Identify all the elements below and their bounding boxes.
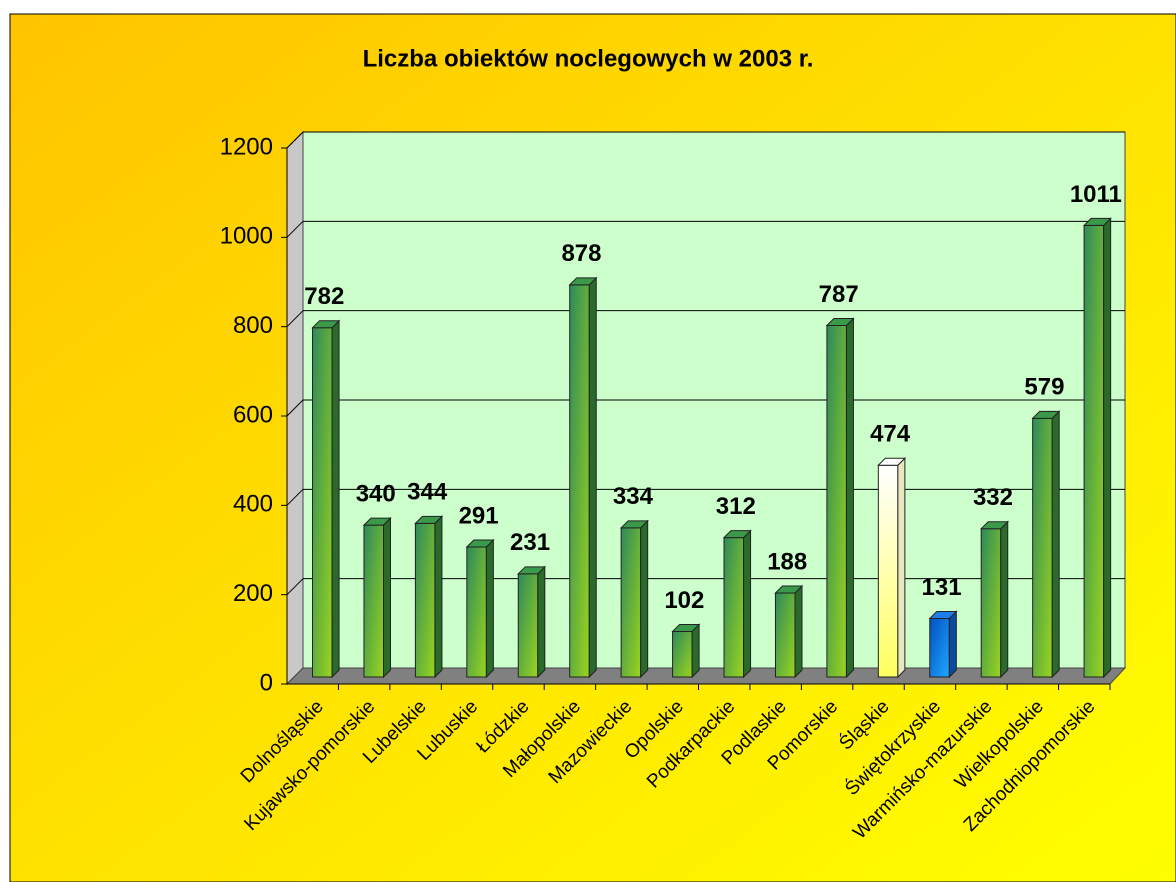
value-label: 188 [767,548,807,575]
bar [466,546,487,678]
value-label: 782 [304,283,344,310]
bar-top [311,320,341,329]
bar-side [640,519,649,679]
bar [312,327,333,678]
bar [569,284,590,678]
bar-side [537,565,546,679]
grid-line [286,488,304,506]
bar-top [825,317,855,326]
bar-side [383,516,392,679]
bar [723,537,745,678]
bar-top [414,515,444,524]
y-tick-label: 600 [233,401,273,428]
bar-side [1000,520,1009,679]
bar-top [517,566,547,575]
y-tick-label: 800 [233,312,273,339]
value-label: 878 [561,240,601,267]
bar-top [1031,410,1061,419]
bar-top [619,520,649,529]
bar-top [465,539,495,548]
value-label: 332 [973,484,1013,511]
grid-line [286,310,304,328]
bar-side [331,319,340,679]
bar-top [774,585,804,594]
grid-line [286,399,304,417]
value-label: 340 [356,480,396,507]
value-label: 334 [613,483,654,510]
bar [517,573,539,678]
bar-top [928,610,958,619]
value-label: 344 [407,479,448,506]
bar-side [485,538,494,679]
bar [826,324,847,678]
grid-line [286,220,304,238]
value-label: 312 [716,493,756,520]
y-tick-label: 200 [233,580,273,607]
bar [620,527,642,678]
y-tick-label: 1200 [220,133,273,160]
bar-top [671,623,701,632]
bar-top [877,457,907,466]
bar [774,592,796,678]
value-label: 579 [1024,374,1064,401]
value-label: 291 [459,502,499,529]
bar-side [948,610,957,679]
bar [363,524,385,678]
bar [1083,224,1105,678]
value-label: 231 [510,529,550,556]
bar-side [743,529,752,679]
bar-top [1082,217,1112,226]
grid-line [286,578,304,596]
chart-title: Liczba obiektów noclegowych w 2003 r. [363,45,814,72]
y-tick-label: 400 [233,491,273,518]
bar-side [897,457,906,679]
y-tick-label: 1000 [220,223,273,250]
bar-side [1051,410,1060,679]
grid-line [286,131,304,149]
bar [980,528,1002,678]
value-label: 787 [819,281,859,308]
bar-side [845,317,854,679]
bar-side [434,515,443,679]
bar-top [568,277,598,286]
value-label: 474 [870,421,911,448]
bar-side [691,623,700,679]
bar-top [979,521,1009,530]
bar [929,617,950,678]
bar [414,522,436,678]
bar [672,630,693,678]
value-label: 131 [922,574,962,601]
y-tick-label: 0 [260,669,273,696]
value-label: 1011 [1070,181,1122,208]
bar-side [1103,217,1112,679]
bar-side [794,584,803,679]
bar [1032,417,1053,678]
bar-side [588,276,597,679]
bar-top [722,530,752,539]
bar-top [362,517,392,526]
bar [877,464,899,678]
value-label: 102 [664,587,704,614]
